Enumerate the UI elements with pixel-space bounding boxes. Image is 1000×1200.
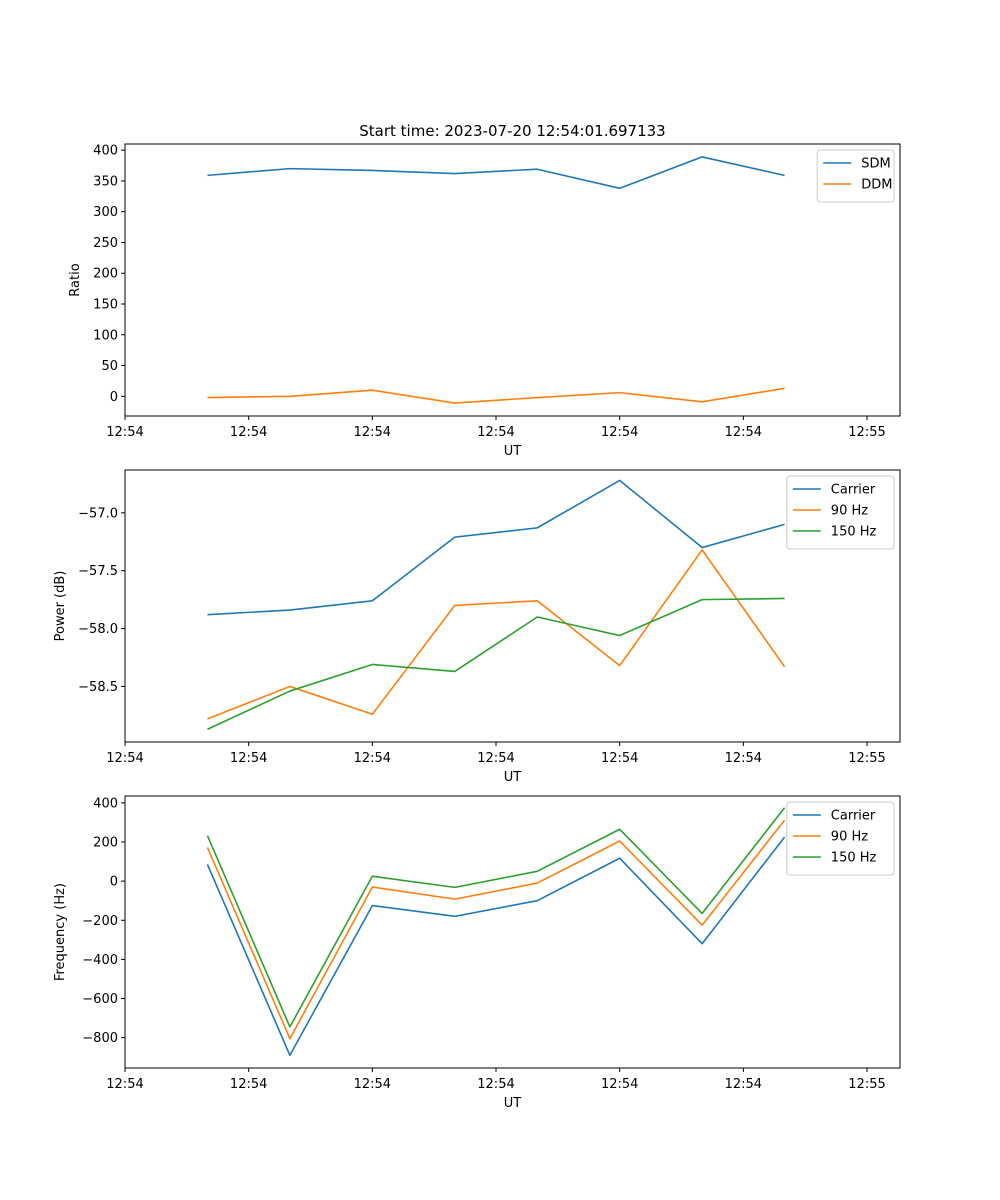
ratio-x-tick-label: 12:54 xyxy=(601,425,638,440)
ratio-y-tick-label: 250 xyxy=(93,236,118,251)
power-series-line-150-hz xyxy=(207,597,785,730)
ratio-legend-label-sdm: SDM xyxy=(861,157,890,172)
ratio-x-tick-label: 12:54 xyxy=(477,425,514,440)
ratio-legend-label-ddm: DDM xyxy=(861,178,892,193)
ratio-y-tick-label: 150 xyxy=(93,298,118,313)
power-panel: −58.5 −58.0 −57.5 −57.0 12:54 12:54 12:54 12:54… xyxy=(53,469,901,785)
frequency-legend-label-carrier: Carrier xyxy=(831,809,876,824)
power-series-line-90-hz xyxy=(207,549,786,720)
frequency-y-axis-label: Frequency (Hz) xyxy=(53,883,68,981)
ratio-y-tick-label: 100 xyxy=(93,328,118,343)
frequency-x-axis-label: UT xyxy=(504,1096,522,1111)
ratio-x-tick-label: 12:54 xyxy=(106,425,143,440)
ratio-y-tick-label: 200 xyxy=(93,267,118,282)
frequency-y-tick-label: 0 xyxy=(110,875,118,890)
frequency-x-tick-label: 12:54 xyxy=(601,1077,638,1092)
ratio-series-line-ddm xyxy=(207,387,785,404)
power-x-tick-label: 12:54 xyxy=(354,751,391,766)
frequency-x-tick-label: 12:54 xyxy=(354,1077,391,1092)
power-x-tick-label: 12:54 xyxy=(601,751,638,766)
frequency-series-line-carrier xyxy=(206,836,786,1057)
frequency-legend-label-150-hz: 150 Hz xyxy=(831,851,877,866)
ratio-chart-title: Start time: 2023-07-20 12:54:01.697133 xyxy=(359,122,665,140)
power-series-line-carrier xyxy=(207,479,785,616)
power-y-tick-label: −58.5 xyxy=(78,680,118,695)
ratio-x-tick-label: 12:54 xyxy=(725,425,762,440)
power-x-tick-label: 12:54 xyxy=(230,751,267,766)
power-x-axis-label: UT xyxy=(504,770,522,785)
ratio-axes-frame xyxy=(124,143,901,417)
frequency-y-tick-label: −800 xyxy=(82,1031,118,1046)
frequency-y-tick-label: 400 xyxy=(93,796,118,811)
power-x-tick-label: 12:54 xyxy=(477,751,514,766)
power-legend-label-150-hz: 150 Hz xyxy=(831,525,877,540)
frequency-axes-frame xyxy=(124,795,901,1069)
ratio-x-axis-label: UT xyxy=(504,444,522,459)
ratio-y-tick-label: 50 xyxy=(101,359,118,374)
frequency-panel: −800 −600 −400 −200 0 200 400 12:54 12:54 12:54 12… xyxy=(53,795,901,1111)
ratio-y-tick-label: 400 xyxy=(93,144,118,159)
frequency-x-tick-label: 12:54 xyxy=(725,1077,762,1092)
ratio-y-tick-label: 300 xyxy=(93,205,118,220)
frequency-x-tick-label: 12:55 xyxy=(848,1077,885,1092)
power-y-tick-label: −58.0 xyxy=(78,622,118,637)
ratio-series-line-sdm xyxy=(207,156,785,190)
frequency-x-tick-label: 12:54 xyxy=(230,1077,267,1092)
ratio-y-tick-label: 0 xyxy=(110,390,118,405)
frequency-x-tick-label: 12:54 xyxy=(477,1077,514,1092)
power-y-tick-label: −57.5 xyxy=(78,564,118,579)
frequency-y-tick-label: −400 xyxy=(82,953,118,968)
power-x-tick-label: 12:54 xyxy=(725,751,762,766)
power-x-tick-label: 12:55 xyxy=(848,751,885,766)
ratio-y-tick-label: 350 xyxy=(93,174,118,189)
power-legend-label-90-hz: 90 Hz xyxy=(831,504,868,519)
frequency-legend-label-90-hz: 90 Hz xyxy=(831,830,868,845)
ratio-y-axis-label: Ratio xyxy=(68,263,83,296)
power-y-tick-label: −57.0 xyxy=(78,506,118,521)
frequency-x-tick-label: 12:54 xyxy=(106,1077,143,1092)
power-y-axis-label: Power (dB) xyxy=(53,571,68,642)
power-axes-frame xyxy=(124,469,901,743)
frequency-y-tick-label: −600 xyxy=(82,992,118,1007)
power-legend-label-carrier: Carrier xyxy=(831,483,876,498)
frequency-y-tick-label: −200 xyxy=(82,914,118,929)
ratio-panel: 0 50 100 150 200 250 300 350 400 12:54 12:54 12:54 1… xyxy=(68,122,901,459)
ratio-x-tick-label: 12:55 xyxy=(848,425,885,440)
frequency-y-tick-label: 200 xyxy=(93,835,118,850)
frequency-series-line-90-hz xyxy=(206,819,786,1040)
ratio-x-tick-label: 12:54 xyxy=(230,425,267,440)
frequency-series-line-150-hz xyxy=(206,807,786,1028)
ratio-x-tick-label: 12:54 xyxy=(354,425,391,440)
power-x-tick-label: 12:54 xyxy=(106,751,143,766)
